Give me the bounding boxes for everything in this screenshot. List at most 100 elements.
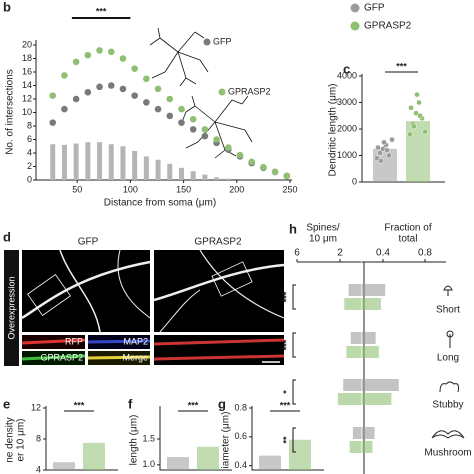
point bbox=[201, 132, 209, 140]
bar bbox=[108, 144, 114, 180]
point bbox=[386, 152, 392, 159]
legend-swatch bbox=[203, 38, 211, 46]
y-tick-label: 3000 bbox=[337, 97, 357, 107]
significance-bracket bbox=[292, 284, 296, 310]
bar bbox=[197, 446, 219, 470]
y-tick-label: 0 bbox=[352, 176, 357, 186]
x-tick-label: 100 bbox=[123, 184, 138, 194]
y-tick-label: 1.0 bbox=[142, 459, 155, 469]
point bbox=[417, 112, 423, 119]
panel-label: b bbox=[3, 0, 11, 14]
y-tick-label: 8 bbox=[36, 433, 41, 443]
bar bbox=[259, 455, 281, 470]
spine-icons bbox=[431, 285, 465, 439]
point bbox=[131, 92, 138, 99]
bar bbox=[362, 427, 375, 439]
legend-label: GFP bbox=[364, 3, 385, 14]
legend-swatch bbox=[350, 21, 360, 31]
point bbox=[378, 157, 384, 164]
strip-signal bbox=[21, 354, 86, 361]
y-axis-label: er 10 μm) bbox=[16, 419, 27, 462]
point bbox=[154, 85, 162, 93]
strip-signal bbox=[87, 339, 151, 344]
bar bbox=[373, 148, 397, 182]
condition-label: GPRASP2 bbox=[194, 237, 242, 248]
point bbox=[178, 119, 185, 126]
x-axis-label: total bbox=[399, 234, 418, 245]
significance: * bbox=[281, 390, 291, 394]
x-tick-label: 0.4 bbox=[376, 248, 390, 259]
bar bbox=[348, 284, 362, 296]
category-label: Short bbox=[436, 305, 460, 316]
significance: *** bbox=[74, 400, 85, 410]
x-axis-label: Fraction of bbox=[384, 223, 431, 234]
x-tick-label: 2 bbox=[337, 248, 343, 259]
y-tick-label: 10 bbox=[22, 107, 32, 117]
y-tick-label: 14 bbox=[22, 80, 32, 90]
significance: *** bbox=[96, 6, 107, 16]
point bbox=[61, 105, 68, 113]
side-label: Overexpression bbox=[6, 276, 16, 339]
bar bbox=[362, 393, 392, 405]
legend-label: GPRASP2 bbox=[364, 21, 412, 32]
y-tick-label: 16 bbox=[22, 66, 32, 76]
legend-swatch bbox=[218, 88, 226, 96]
legend-label: GFP bbox=[213, 36, 232, 46]
point bbox=[213, 136, 220, 143]
point bbox=[131, 65, 138, 72]
bar bbox=[190, 171, 196, 180]
point bbox=[224, 144, 232, 151]
point bbox=[61, 72, 68, 79]
strip-signal bbox=[153, 338, 285, 361]
point bbox=[414, 91, 420, 98]
bar bbox=[178, 167, 184, 180]
bar bbox=[97, 142, 103, 180]
point bbox=[107, 48, 115, 56]
point bbox=[381, 139, 387, 146]
channel-label: Merge bbox=[122, 352, 148, 362]
y-axis-label: ne density bbox=[5, 417, 16, 463]
channel-label: RFP bbox=[65, 336, 83, 346]
point bbox=[283, 172, 291, 180]
y-tick-label: 4 bbox=[27, 147, 32, 157]
y-tick-label: 12 bbox=[31, 402, 41, 412]
inset-box bbox=[211, 261, 253, 297]
point bbox=[143, 75, 150, 83]
strip-signal bbox=[21, 338, 86, 345]
x-tick-label: 0.8 bbox=[418, 248, 432, 259]
significance: *** bbox=[396, 61, 407, 71]
dendrites bbox=[21, 249, 285, 333]
point bbox=[411, 123, 417, 130]
bar bbox=[362, 346, 379, 358]
point bbox=[377, 150, 383, 156]
significance: ** bbox=[281, 436, 291, 444]
y-tick-label: 2000 bbox=[337, 123, 357, 133]
category-label: Mushroom bbox=[424, 448, 471, 459]
point bbox=[413, 110, 419, 116]
y-tick-label: 12 bbox=[22, 93, 32, 103]
condition-label: GFP bbox=[78, 237, 99, 248]
bar bbox=[343, 379, 362, 391]
x-axis-label: Spines/ bbox=[306, 223, 340, 234]
channel-label: GPRASP2 bbox=[40, 352, 83, 362]
y-axis-label: No. of intersections bbox=[5, 69, 16, 155]
x-axis-label: Distance from soma (μm) bbox=[104, 198, 216, 209]
neuron-gfp bbox=[149, 27, 209, 87]
bar bbox=[289, 439, 311, 470]
bar bbox=[362, 298, 381, 310]
point bbox=[422, 128, 428, 135]
point bbox=[375, 144, 381, 151]
y-tick-label: 18 bbox=[22, 53, 32, 63]
strip-signal bbox=[87, 355, 151, 360]
bar bbox=[350, 332, 362, 344]
y-tick-label: 4 bbox=[36, 464, 41, 474]
bar bbox=[349, 441, 362, 453]
y-tick-label: 0.8 bbox=[234, 402, 247, 412]
x-tick-label: 200 bbox=[229, 184, 244, 194]
bar bbox=[362, 284, 386, 296]
significance-bracket bbox=[292, 427, 296, 453]
x-tick-label: 150 bbox=[176, 184, 191, 194]
point bbox=[119, 85, 127, 93]
